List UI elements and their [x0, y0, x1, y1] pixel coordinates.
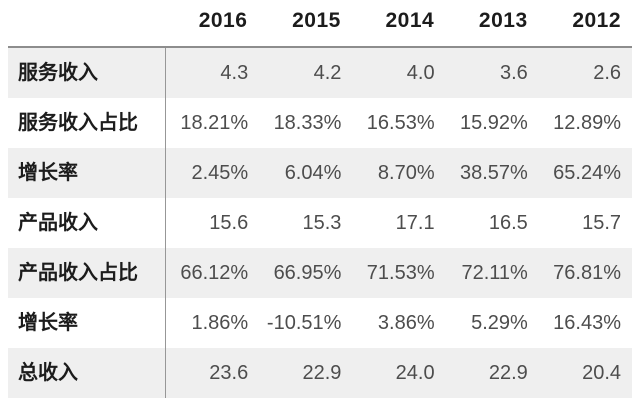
- cell-value: 2.6: [593, 62, 622, 84]
- cell-value: 18.33%: [273, 112, 342, 134]
- cell-value: 3.86%: [377, 312, 435, 334]
- row-label: 增长率: [18, 162, 78, 184]
- table-row-service-growth-rate: 增长率 2.45% 6.04% 8.70% 38.57% 65.24%: [8, 148, 632, 198]
- cell-value: 4.0: [406, 62, 435, 84]
- row-label: 产品收入: [18, 212, 98, 234]
- cell-value: 16.43%: [553, 312, 622, 334]
- cell-value: 18.21%: [165, 98, 259, 148]
- column-header-2013: 2013: [478, 9, 528, 32]
- cell-value: 16.53%: [366, 112, 435, 134]
- table-row-product-revenue: 产品收入 15.6 15.3 17.1 16.5 15.7: [8, 198, 632, 248]
- table-row-service-revenue-share: 服务收入占比 18.21% 18.33% 16.53% 15.92% 12.89…: [8, 98, 632, 148]
- row-label: 产品收入占比: [18, 262, 138, 284]
- cell-value: 66.12%: [165, 248, 259, 298]
- row-label: 服务收入: [18, 62, 98, 84]
- cell-value: 4.2: [313, 62, 342, 84]
- cell-value: 5.29%: [471, 312, 528, 334]
- column-header-2015: 2015: [292, 9, 341, 32]
- header-spacer: [8, 0, 165, 46]
- column-header-2012: 2012: [572, 9, 622, 32]
- cell-value: 71.53%: [366, 262, 435, 284]
- cell-value: 76.81%: [553, 262, 622, 284]
- table-row-product-growth-rate: 增长率 1.86% -10.51% 3.86% 5.29% 16.43%: [8, 298, 632, 348]
- revenue-table: 2016 2015 2014 2013 2012 服务收入 4.3 4.2 4.…: [8, 0, 632, 398]
- cell-value: 23.6: [165, 348, 259, 398]
- cell-value: 6.04%: [284, 162, 342, 184]
- cell-value: 15.92%: [459, 112, 528, 134]
- cell-value: 1.86%: [165, 298, 259, 348]
- row-label: 服务收入占比: [18, 112, 138, 134]
- cell-value: 38.57%: [459, 162, 528, 184]
- cell-value: 15.6: [165, 198, 259, 248]
- cell-value: 22.9: [302, 362, 342, 384]
- row-label: 总收入: [18, 362, 78, 384]
- table-row-total-revenue: 总收入 23.6 22.9 24.0 22.9 20.4: [8, 348, 632, 398]
- column-header-2014: 2014: [385, 9, 435, 32]
- cell-value: 2.45%: [165, 148, 259, 198]
- cell-value: 3.6: [500, 62, 528, 84]
- row-label: 增长率: [18, 312, 78, 334]
- cell-value: 4.3: [165, 48, 259, 98]
- cell-value: 22.9: [488, 362, 528, 384]
- cell-value: -10.51%: [266, 312, 342, 334]
- table-header-row: 2016 2015 2014 2013 2012: [8, 0, 632, 48]
- cell-value: 17.1: [395, 212, 435, 234]
- cell-value: 15.7: [582, 212, 622, 234]
- table-row-product-revenue-share: 产品收入占比 66.12% 66.95% 71.53% 72.11% 76.81…: [8, 248, 632, 298]
- cell-value: 24.0: [395, 362, 435, 384]
- column-header-2016: 2016: [198, 9, 248, 32]
- cell-value: 72.11%: [461, 262, 528, 284]
- cell-value: 66.95%: [273, 262, 342, 284]
- cell-value: 65.24%: [553, 162, 622, 184]
- cell-value: 20.4: [582, 362, 622, 384]
- cell-value: 12.89%: [553, 112, 622, 134]
- cell-value: 15.3: [302, 212, 342, 234]
- cell-value: 8.70%: [377, 162, 435, 184]
- cell-value: 16.5: [488, 212, 528, 234]
- table-row-service-revenue: 服务收入 4.3 4.2 4.0 3.6 2.6: [8, 48, 632, 98]
